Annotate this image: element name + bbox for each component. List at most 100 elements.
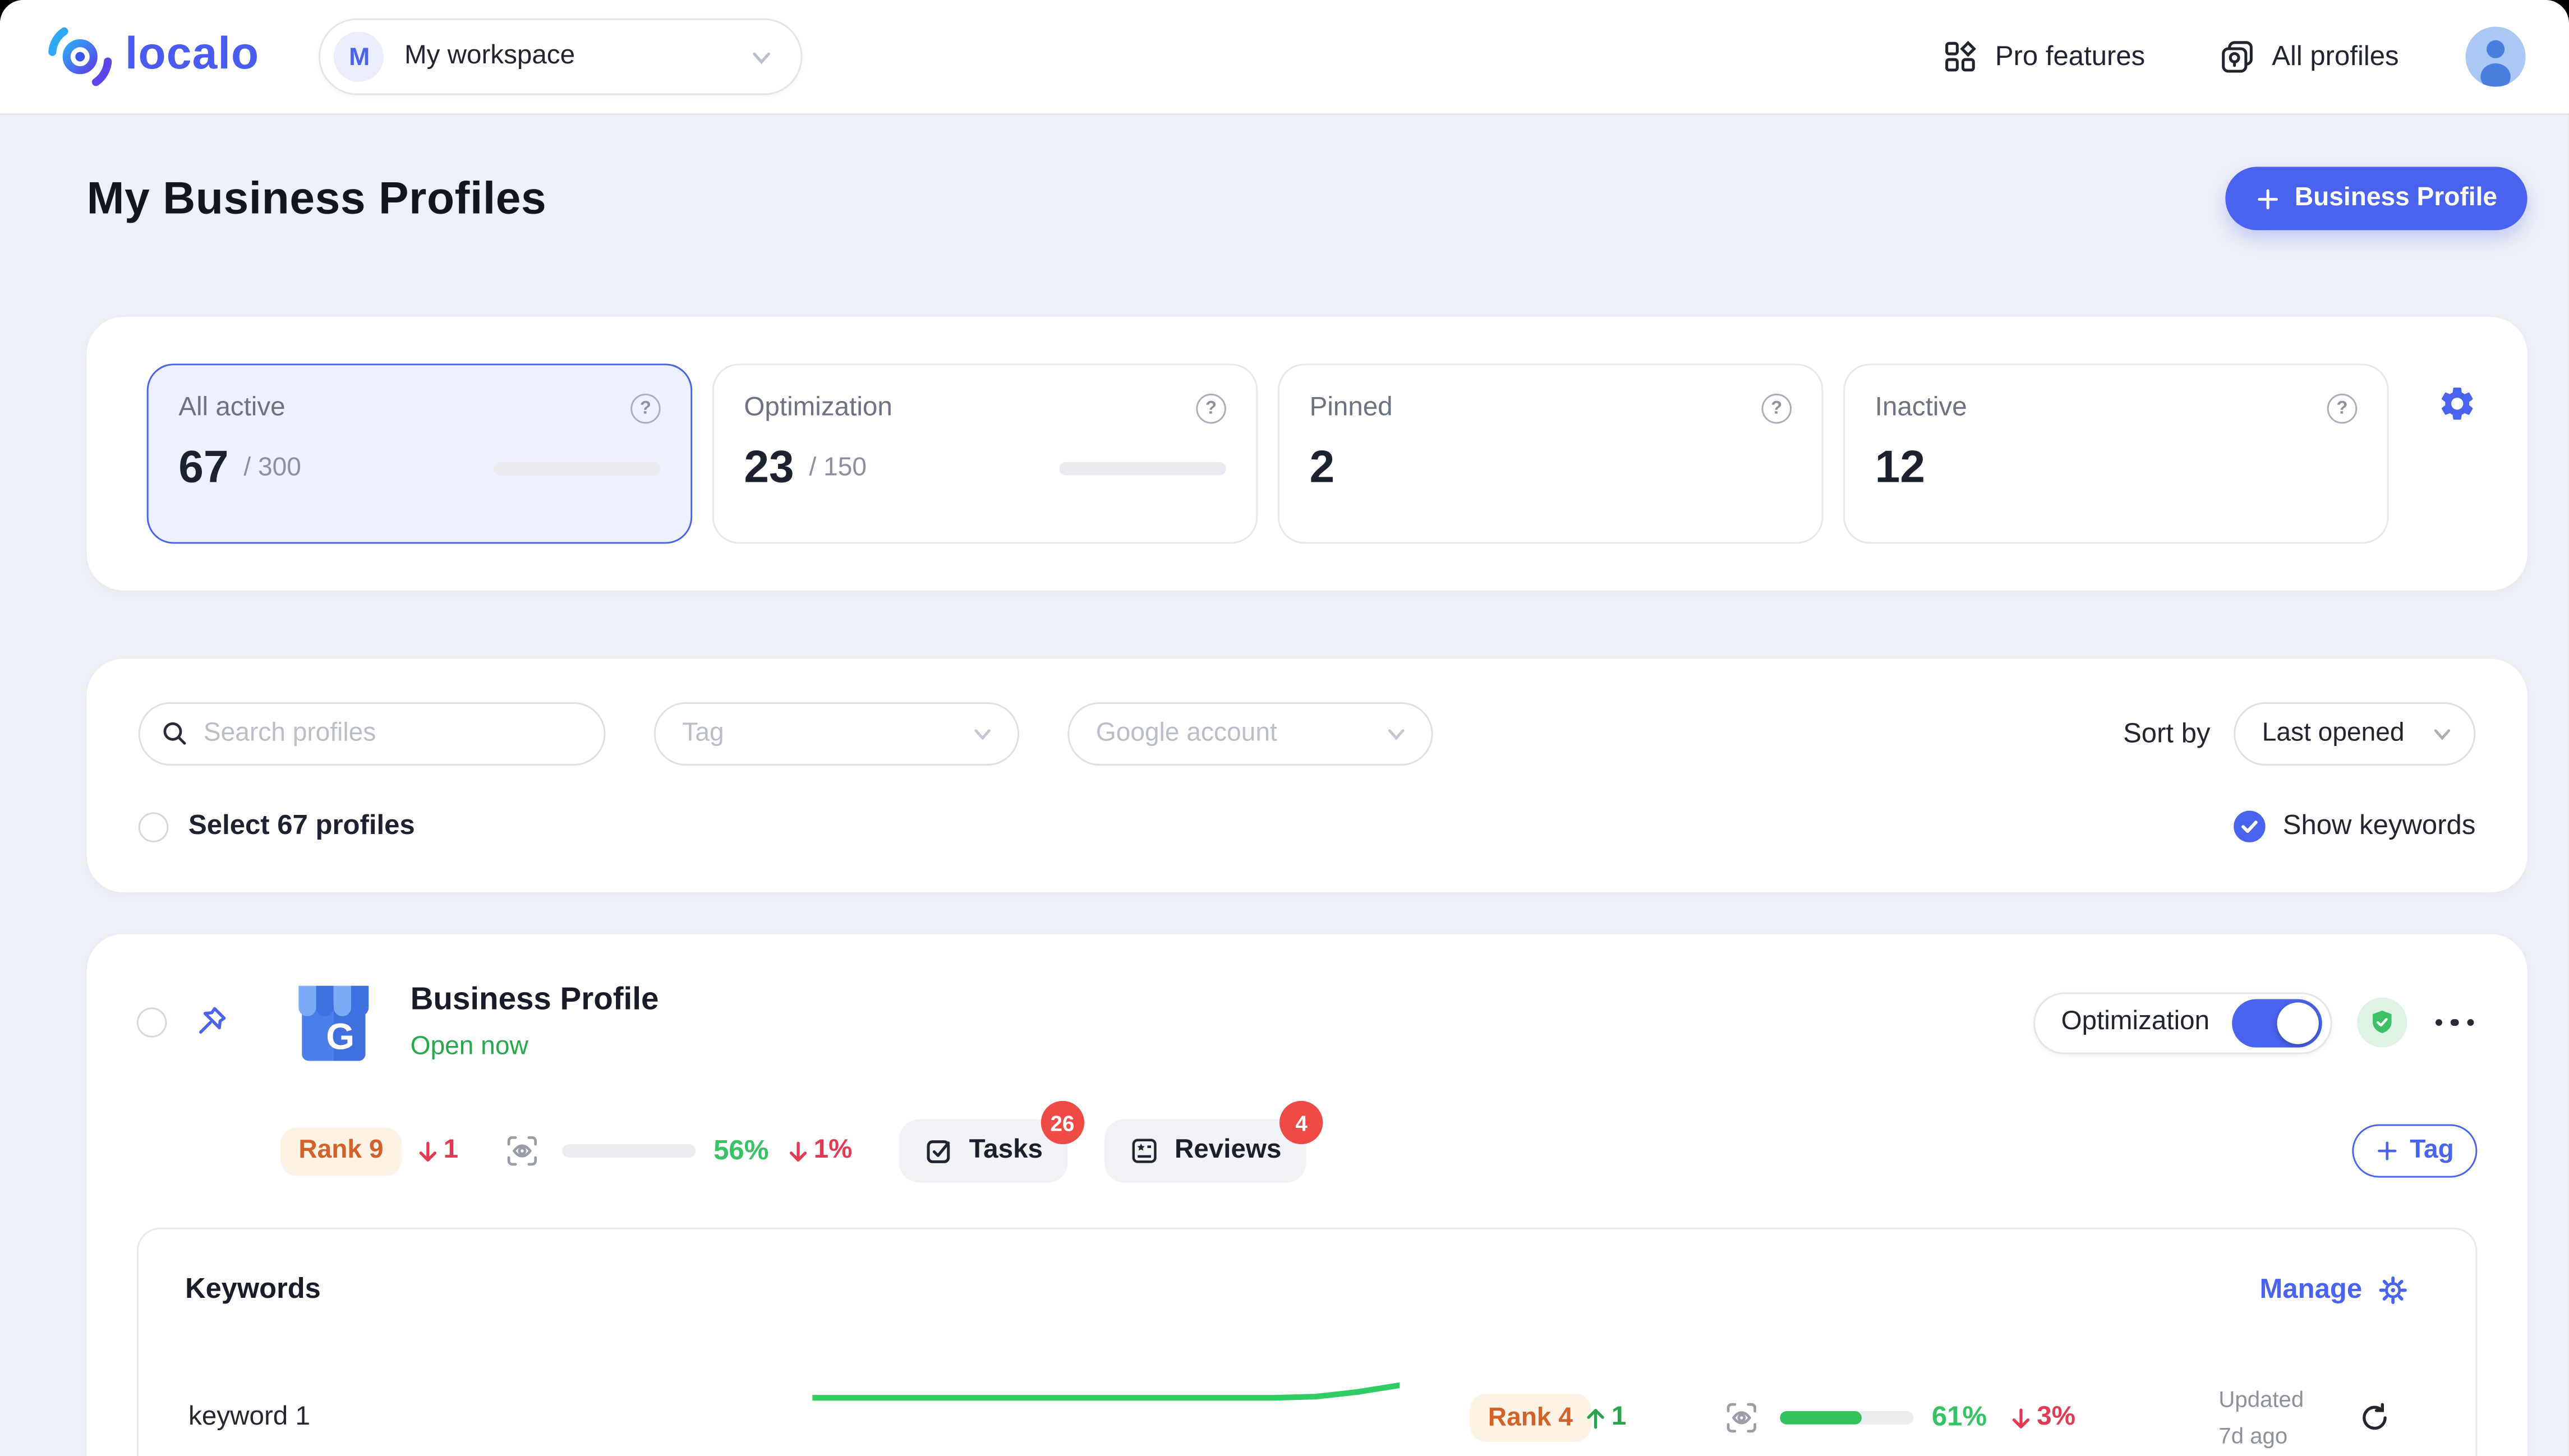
stat-card-optimization[interactable]: Optimization ? 23 / 150: [712, 363, 1258, 544]
stats-settings-gear-icon[interactable]: [2437, 384, 2477, 423]
profile-open-status: Open now: [410, 1032, 528, 1061]
manage-label: Manage: [2259, 1273, 2363, 1304]
more-options-icon[interactable]: [2432, 1009, 2478, 1036]
page-title: My Business Profiles: [86, 172, 547, 223]
main-content: My Business Profiles Business Profile Al…: [0, 163, 2569, 1456]
help-icon[interactable]: ?: [1761, 393, 1792, 424]
stat-value: 2: [1309, 442, 1335, 492]
rank-badge: Rank 9: [280, 1126, 402, 1176]
top-bar: localo M My workspace Pro features: [0, 0, 2569, 114]
sort-select[interactable]: Last opened: [2234, 702, 2476, 766]
workspace-selector[interactable]: M My workspace: [319, 18, 803, 95]
nav-all-profiles[interactable]: All profiles: [2218, 38, 2399, 75]
arrow-down-icon: [789, 1141, 807, 1161]
stat-label: Optimization: [744, 393, 892, 422]
stat-value: 67: [178, 442, 229, 492]
workspace-initial-badge: M: [334, 31, 385, 82]
profile-header-row: G Business Profile Open now Optimization: [136, 978, 2478, 1068]
search-box: [138, 702, 606, 766]
select-all-checkbox[interactable]: [138, 811, 169, 842]
visibility-radar-icon: [1723, 1399, 1760, 1436]
profile-titles: Business Profile Open now: [411, 983, 659, 1063]
brand-logo[interactable]: localo: [47, 25, 259, 89]
plus-icon: [2377, 1141, 2396, 1160]
toggle-knob: [2276, 1001, 2318, 1044]
stat-card-inactive[interactable]: Inactive ? 12: [1843, 363, 2389, 544]
keyword-rank-badge: Rank 4: [1470, 1393, 1591, 1443]
sort-group: Sort by Last opened: [2123, 702, 2476, 766]
svg-text:G: G: [326, 1016, 354, 1057]
stat-label: Inactive: [1875, 393, 1967, 422]
help-icon[interactable]: ?: [2327, 393, 2358, 424]
stats-panel: All active ? 67 / 300 Optimization ? 23 …: [86, 317, 2527, 591]
arrow-down-icon: [2012, 1407, 2030, 1428]
stat-value: 12: [1875, 442, 1926, 492]
stat-card-all-active[interactable]: All active ? 67 / 300: [146, 363, 693, 544]
tag-filter-placeholder: Tag: [682, 718, 724, 748]
keywords-title: Keywords: [185, 1273, 321, 1305]
google-account-filter-select[interactable]: Google account: [1067, 702, 1433, 766]
keyword-visibility-percent: 61%: [1931, 1402, 1987, 1432]
pro-features-icon: [1945, 40, 1976, 72]
pin-icon[interactable]: [194, 1003, 232, 1042]
keywords-header: Keywords Manage: [185, 1273, 2409, 1306]
business-profile-card: G Business Profile Open now Optimization: [86, 934, 2527, 1456]
keyword-name: keyword 1: [188, 1403, 310, 1431]
sort-value: Last opened: [2262, 718, 2405, 748]
nav-all-profiles-label: All profiles: [2272, 40, 2399, 71]
optimization-toggle-pill: Optimization: [2033, 992, 2332, 1054]
user-icon: [2480, 40, 2511, 87]
title-row: My Business Profiles Business Profile: [87, 163, 2527, 233]
help-icon[interactable]: ?: [630, 393, 661, 424]
tag-filter-select[interactable]: Tag: [653, 702, 1020, 766]
keyword-visibility-bar: [1780, 1411, 1914, 1425]
profile-name[interactable]: Business Profile: [410, 982, 659, 1018]
optimization-toggle[interactable]: [2231, 998, 2322, 1047]
select-all-label: Select 67 profiles: [188, 810, 415, 841]
keyword-row[interactable]: keyword 1 Rank 4 1: [185, 1373, 2409, 1456]
avatar[interactable]: [2465, 26, 2526, 87]
keyword-visibility-delta-down: 3%: [2009, 1403, 2075, 1433]
refresh-icon[interactable]: [2359, 1402, 2391, 1434]
select-all-profiles[interactable]: Select 67 profiles: [138, 810, 415, 842]
visibility-delta-down: 1%: [785, 1136, 852, 1166]
add-tag-button[interactable]: Tag: [2351, 1124, 2478, 1178]
reviews-icon: [1132, 1139, 1157, 1163]
chevron-down-icon: [2434, 729, 2451, 740]
top-nav: Pro features All profiles: [1868, 26, 2526, 87]
search-icon: [163, 722, 186, 745]
gear-icon: [2379, 1275, 2407, 1303]
add-business-profile-label: Business Profile: [2294, 183, 2498, 212]
help-icon[interactable]: ?: [1196, 393, 1226, 424]
search-input[interactable]: [138, 702, 606, 766]
nav-pro-features[interactable]: Pro features: [1942, 38, 2145, 75]
filter-row-2: Select 67 profiles Show keywords: [138, 810, 2476, 842]
profile-select-checkbox[interactable]: [136, 1007, 167, 1038]
stat-value: 23: [744, 442, 794, 492]
arrow-down-icon: [419, 1141, 436, 1161]
chevron-down-icon: [753, 52, 771, 63]
profile-header-actions: Optimization: [2033, 992, 2478, 1054]
sort-by-label: Sort by: [2123, 718, 2211, 748]
tasks-chip[interactable]: Tasks 26: [899, 1100, 1085, 1183]
arrow-up-icon: [1587, 1408, 1604, 1428]
reviews-chip[interactable]: Reviews 4: [1104, 1100, 1323, 1183]
visibility-percent: 56%: [713, 1135, 769, 1165]
chevron-down-icon: [1388, 729, 1405, 740]
stat-total: / 300: [243, 453, 301, 481]
add-business-profile-button[interactable]: Business Profile: [2224, 167, 2527, 231]
filter-row: Tag Google account Sort by Last opened: [138, 702, 2476, 766]
manage-keywords-link[interactable]: Manage: [2259, 1274, 2409, 1306]
filter-panel: Tag Google account Sort by Last opened: [86, 658, 2527, 893]
google-business-icon: G: [298, 985, 369, 1061]
checked-circle-icon: [2234, 810, 2266, 842]
show-keywords-toggle[interactable]: Show keywords: [2234, 810, 2475, 842]
stat-total: / 150: [809, 453, 867, 481]
stat-progress-bar: [1059, 461, 1226, 475]
keyword-updated-timestamp: Updated 7d ago: [2218, 1386, 2304, 1448]
brand-name: localo: [125, 28, 260, 79]
keyword-sparkline-chart: [812, 1382, 1400, 1401]
stat-card-pinned[interactable]: Pinned ? 2: [1278, 363, 1824, 544]
stat-label: Pinned: [1309, 393, 1393, 422]
